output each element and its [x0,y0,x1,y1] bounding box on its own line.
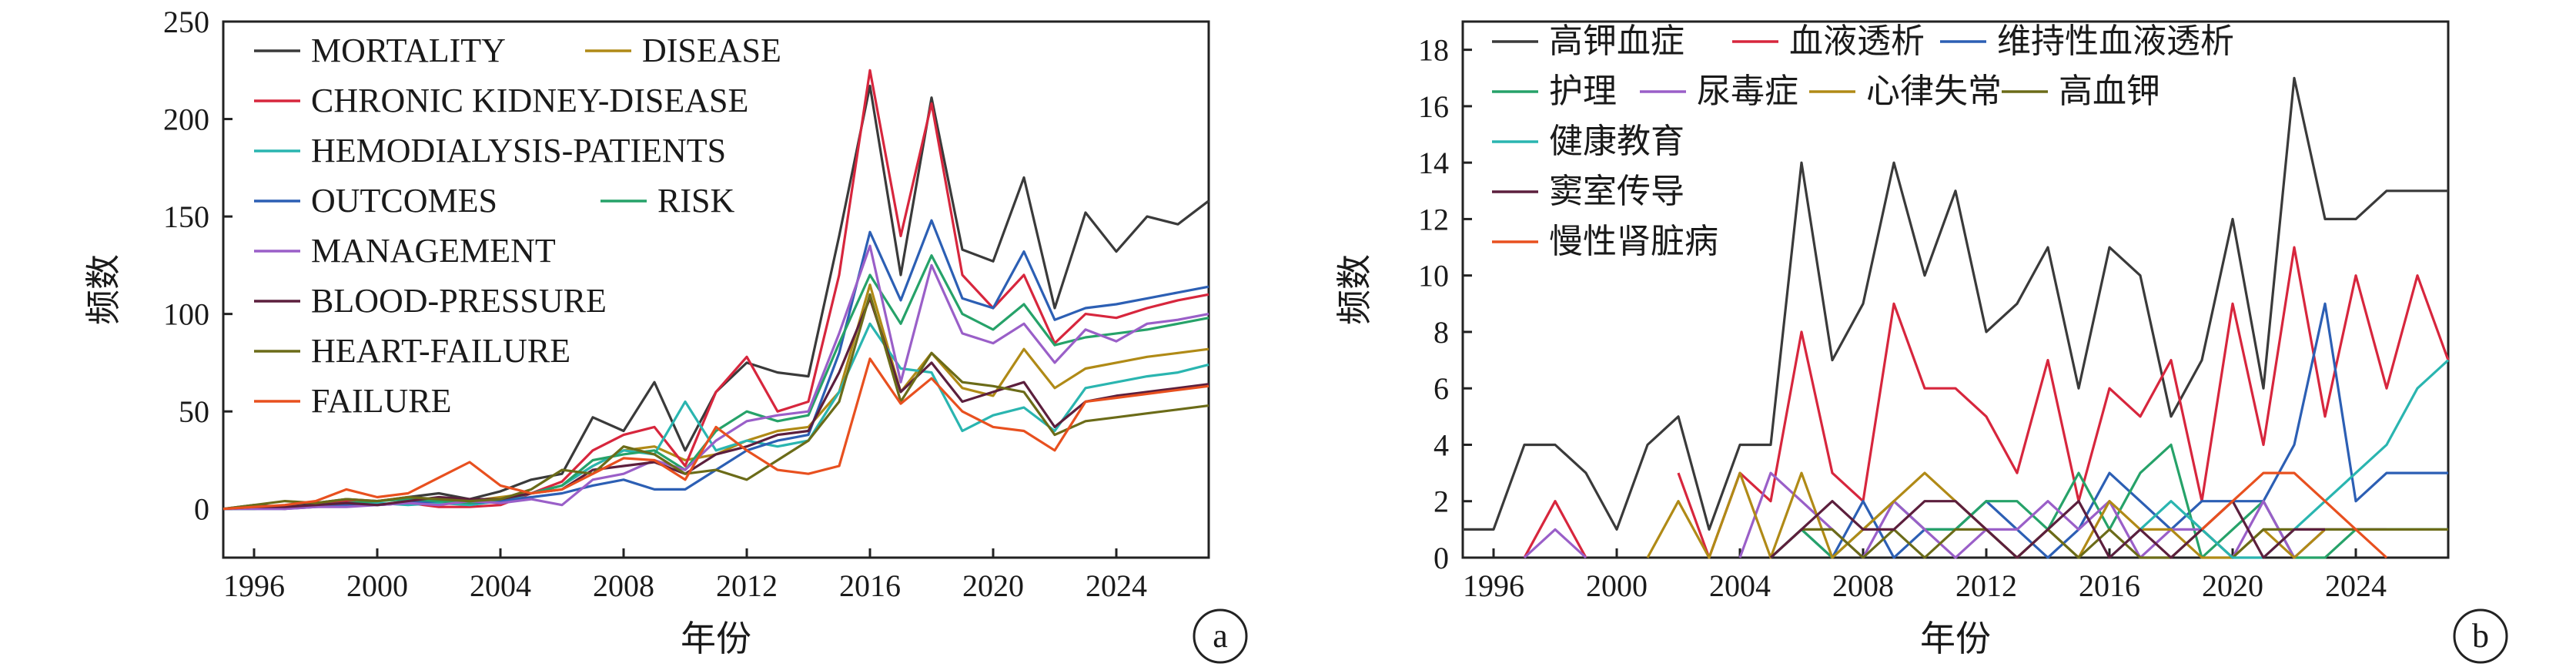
legend-label: HEART-FAILURE [311,332,570,370]
y-tick-label: 8 [1434,315,1449,350]
legend-label: BLOOD-PRESSURE [311,282,607,320]
x-tick-label: 2004 [470,568,531,603]
legend-label: 健康教育 [1549,122,1684,161]
y-tick-label: 50 [179,394,209,429]
y-tick-label: 6 [1434,371,1449,406]
series-line-5 [1646,471,2327,559]
y-tick-label: 14 [1418,146,1449,180]
series-line-7 [222,297,1209,511]
y-tick-label: 0 [1434,541,1449,575]
panel-b: 0 2 4 6 8 10 12 14 16 18 1996 2000 2004 2008 2012 2016 2… [1418,22,2450,603]
y-tick-label: 4 [1434,427,1449,462]
x-tick-label: 2000 [1586,568,1648,603]
panel-label-b: b [2472,617,2489,655]
series-line-9 [2200,471,2388,559]
x-tick-label: 2012 [1955,568,2017,603]
y-tick-label: 0 [194,492,209,527]
x-tick-label: 2008 [1832,568,1894,603]
y-axis-label-a: 频数 [82,254,124,325]
legend-label: 心律失常 [1866,72,2002,111]
legend-label: 高钾血症 [1549,22,1684,61]
y-axis-label-b: 频数 [1333,254,1375,325]
x-tick-label: 2016 [839,568,901,603]
y-tick-label: 100 [163,297,209,332]
x-axis-label-a: 年份 [681,618,751,659]
legend-label: RISK [657,182,734,220]
legend-label: HEMODIALYSIS-PATIENTS [311,132,726,169]
panel-label-circle-a [1193,608,1248,664]
series-line-6 [1769,528,2448,559]
x-tick-label: 1996 [223,568,285,603]
x-tick-label: 2020 [962,568,1024,603]
legend-label: 尿毒症 [1697,72,1798,111]
legend-label: OUTCOMES [311,182,497,220]
y-tick-label: 10 [1418,259,1449,293]
legend-label: 慢性肾脏病 [1549,222,1718,261]
x-tick-label: 2012 [716,568,778,603]
x-tick-label: 2008 [593,568,654,603]
y-tick-label: 2 [1434,484,1449,519]
legend-label: MORTALITY [311,32,506,69]
x-tick-label: 2020 [2202,568,2263,603]
x-tick-label: 2004 [1709,568,1771,603]
y-tick-label: 16 [1418,89,1449,124]
series-line-8 [222,293,1209,511]
legend-label: 护理 [1549,72,1617,111]
y-tick-label: 250 [163,5,209,39]
plot-frame-a [222,20,1210,559]
x-tick-label: 2024 [1086,568,1147,603]
x-tick-label: 2000 [346,568,408,603]
y-tick-label: 200 [163,102,209,137]
x-tick-label: 2024 [2325,568,2387,603]
y-tick-label: 150 [163,199,209,234]
y-tick-label: 12 [1418,202,1449,236]
legend-label: MANAGEMENT [311,232,556,270]
legend-label: 血液透析 [1789,22,1925,61]
x-tick-label: 2016 [2079,568,2140,603]
series-line-1 [1523,246,2450,559]
panel-a: 0 50 100 150 200 250 1996 2000 2004 2008 2012 2016 2… [163,5,1209,603]
legend-label: CHRONIC KIDNEY-DISEASE [311,82,748,119]
legend-label: 维持性血液透析 [1997,22,2234,61]
y-tick-label: 18 [1418,33,1449,68]
legend-label: DISEASE [642,32,781,69]
legend-label: 高血钾 [2059,72,2160,111]
x-tick-label: 1996 [1463,568,1524,603]
series-line-0 [1463,76,2448,531]
series-line-9 [222,357,1209,511]
legend-label: 窦室传导 [1549,172,1684,211]
panel-label-a: a [1213,617,1228,655]
legend-label: FAILURE [311,382,452,420]
x-axis-label-b: 年份 [1920,618,1991,659]
panel-label-circle-b [2453,608,2508,664]
